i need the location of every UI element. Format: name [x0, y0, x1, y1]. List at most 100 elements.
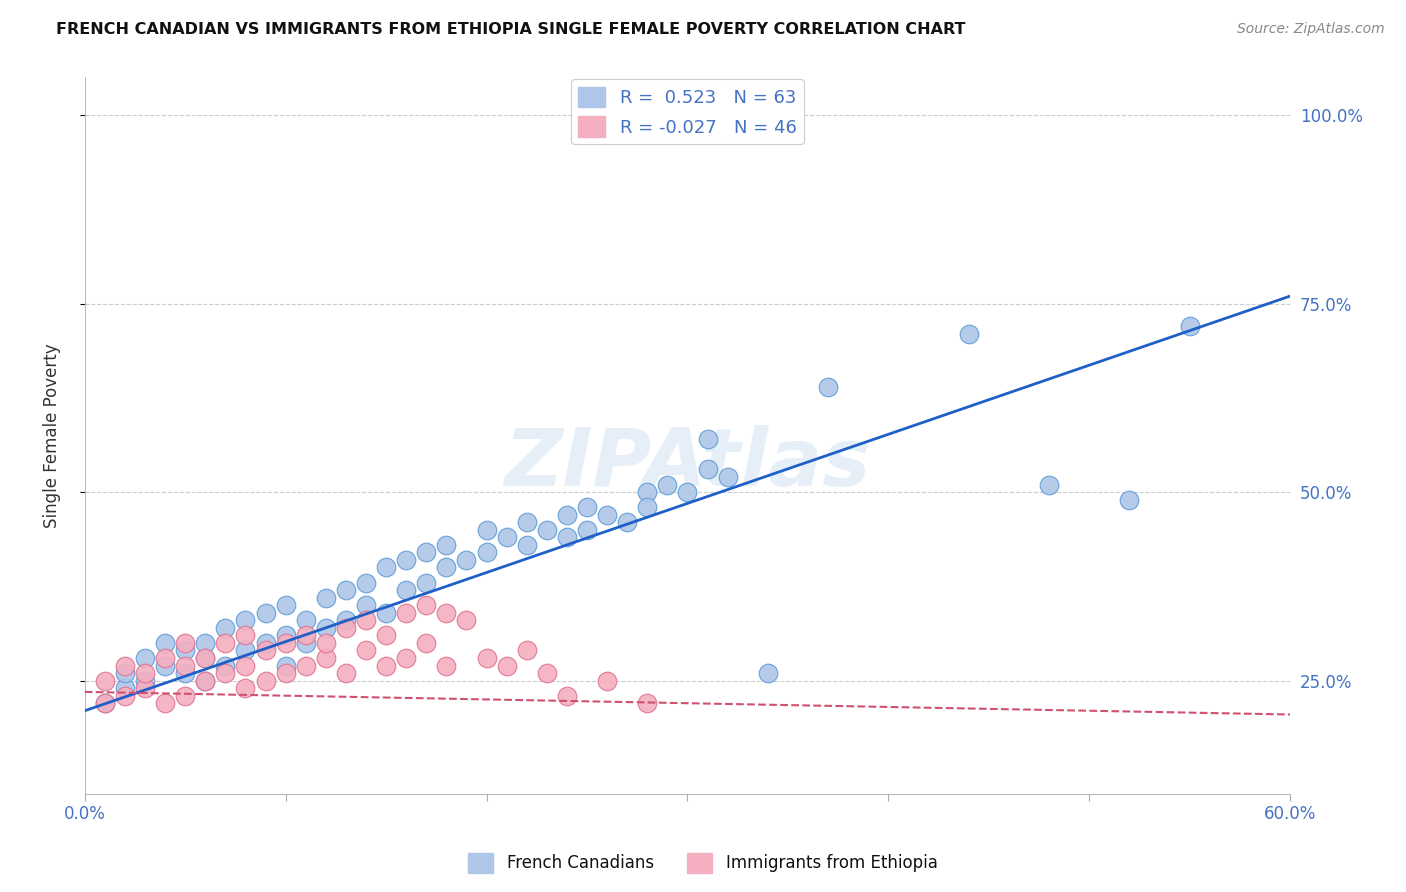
- Point: [575, 500, 598, 515]
- Point: [516, 538, 538, 552]
- Point: [696, 462, 718, 476]
- Point: [214, 658, 236, 673]
- Point: [555, 689, 578, 703]
- Legend: R =  0.523   N = 63, R = -0.027   N = 46: R = 0.523 N = 63, R = -0.027 N = 46: [571, 79, 804, 145]
- Point: [375, 628, 398, 642]
- Point: [335, 613, 357, 627]
- Point: [153, 636, 176, 650]
- Point: [495, 658, 517, 673]
- Point: [94, 673, 117, 688]
- Point: [315, 636, 337, 650]
- Point: [194, 636, 217, 650]
- Point: [536, 666, 558, 681]
- Point: [174, 643, 197, 657]
- Point: [676, 485, 699, 500]
- Point: [274, 628, 297, 642]
- Point: [1038, 477, 1060, 491]
- Point: [294, 636, 316, 650]
- Point: [315, 651, 337, 665]
- Point: [636, 500, 658, 515]
- Point: [415, 636, 437, 650]
- Point: [434, 658, 457, 673]
- Point: [475, 651, 498, 665]
- Point: [174, 658, 197, 673]
- Point: [134, 681, 156, 695]
- Point: [375, 606, 398, 620]
- Point: [194, 651, 217, 665]
- Point: [434, 606, 457, 620]
- Point: [395, 553, 418, 567]
- Point: [254, 643, 277, 657]
- Point: [94, 696, 117, 710]
- Point: [274, 636, 297, 650]
- Point: [335, 666, 357, 681]
- Point: [174, 636, 197, 650]
- Point: [174, 666, 197, 681]
- Point: [456, 613, 478, 627]
- Text: Source: ZipAtlas.com: Source: ZipAtlas.com: [1237, 22, 1385, 37]
- Point: [294, 628, 316, 642]
- Point: [516, 515, 538, 529]
- Point: [235, 613, 257, 627]
- Point: [395, 583, 418, 598]
- Point: [315, 621, 337, 635]
- Point: [235, 658, 257, 673]
- Point: [1118, 492, 1140, 507]
- Text: FRENCH CANADIAN VS IMMIGRANTS FROM ETHIOPIA SINGLE FEMALE POVERTY CORRELATION CH: FRENCH CANADIAN VS IMMIGRANTS FROM ETHIO…: [56, 22, 966, 37]
- Point: [114, 681, 136, 695]
- Point: [717, 470, 740, 484]
- Point: [214, 636, 236, 650]
- Point: [596, 508, 619, 522]
- Point: [657, 477, 679, 491]
- Point: [315, 591, 337, 605]
- Point: [354, 643, 377, 657]
- Point: [415, 545, 437, 559]
- Point: [254, 636, 277, 650]
- Point: [153, 651, 176, 665]
- Point: [274, 666, 297, 681]
- Y-axis label: Single Female Poverty: Single Female Poverty: [44, 343, 60, 528]
- Point: [395, 651, 418, 665]
- Point: [94, 696, 117, 710]
- Point: [536, 523, 558, 537]
- Point: [555, 530, 578, 544]
- Point: [354, 575, 377, 590]
- Point: [194, 651, 217, 665]
- Point: [817, 379, 839, 393]
- Point: [616, 515, 638, 529]
- Point: [153, 696, 176, 710]
- Point: [354, 598, 377, 612]
- Point: [475, 523, 498, 537]
- Point: [274, 598, 297, 612]
- Point: [335, 621, 357, 635]
- Point: [395, 606, 418, 620]
- Point: [596, 673, 619, 688]
- Point: [214, 666, 236, 681]
- Point: [235, 628, 257, 642]
- Point: [495, 530, 517, 544]
- Point: [114, 689, 136, 703]
- Point: [354, 613, 377, 627]
- Point: [516, 643, 538, 657]
- Point: [235, 643, 257, 657]
- Point: [335, 583, 357, 598]
- Point: [214, 621, 236, 635]
- Point: [555, 508, 578, 522]
- Point: [415, 575, 437, 590]
- Point: [636, 485, 658, 500]
- Point: [696, 433, 718, 447]
- Point: [235, 681, 257, 695]
- Point: [375, 560, 398, 574]
- Point: [194, 673, 217, 688]
- Point: [194, 673, 217, 688]
- Point: [415, 598, 437, 612]
- Legend: French Canadians, Immigrants from Ethiopia: French Canadians, Immigrants from Ethiop…: [461, 847, 945, 880]
- Point: [957, 326, 980, 341]
- Point: [174, 689, 197, 703]
- Point: [294, 613, 316, 627]
- Point: [114, 666, 136, 681]
- Point: [134, 666, 156, 681]
- Point: [756, 666, 779, 681]
- Point: [134, 651, 156, 665]
- Point: [254, 673, 277, 688]
